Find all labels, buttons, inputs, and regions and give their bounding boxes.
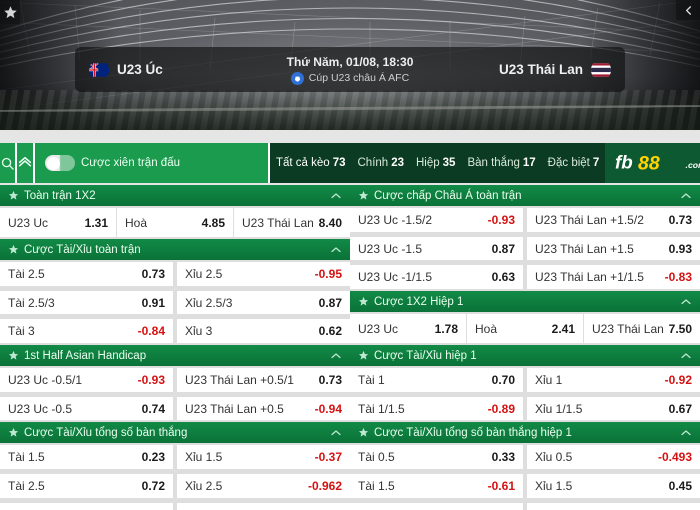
svg-text:fb: fb — [615, 151, 633, 172]
svg-text:.com: .com — [685, 160, 700, 170]
svg-text:88: 88 — [638, 152, 660, 174]
